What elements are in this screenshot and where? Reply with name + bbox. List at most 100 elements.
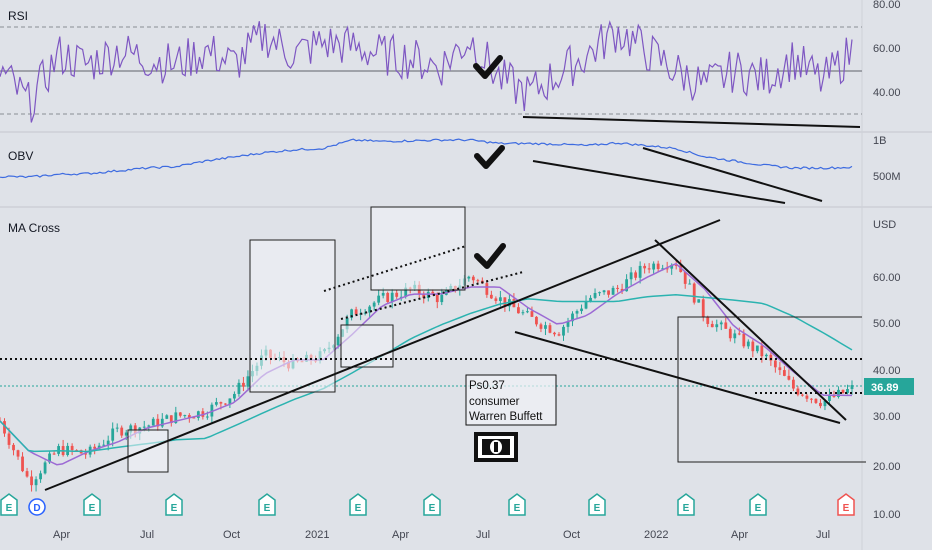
candle-body [237, 382, 241, 394]
dividend-marker[interactable]: D [28, 498, 46, 516]
earnings-marker[interactable]: E [0, 493, 18, 516]
candle-body [814, 398, 818, 403]
candle-body [715, 324, 719, 328]
candle-body [688, 283, 692, 285]
channel-line[interactable] [340, 271, 524, 320]
rsi-line [0, 20, 853, 123]
candle-body [620, 288, 624, 292]
price-trendline[interactable] [654, 239, 847, 421]
svg-text:E: E [755, 503, 762, 514]
time-axis-label: Apr [392, 529, 409, 541]
earnings-marker[interactable]: E [677, 493, 695, 516]
obv-trendline[interactable] [532, 160, 786, 204]
candle-body [422, 293, 426, 298]
candle-body [30, 476, 33, 486]
svg-text:E: E [843, 503, 850, 514]
obv-tick-label: 500M [873, 171, 901, 183]
candle-body [435, 294, 439, 303]
svg-text:E: E [429, 503, 436, 514]
candle-body [106, 440, 110, 445]
earnings-marker[interactable]: E [588, 493, 606, 516]
earnings-marker[interactable]: E [423, 493, 441, 516]
svg-text:E: E [355, 503, 362, 514]
candle-body [616, 287, 619, 289]
candle-body [381, 292, 385, 296]
candle-body [223, 403, 227, 405]
candle-body [93, 446, 97, 449]
candle-body [706, 317, 710, 324]
checkmark-icon [473, 55, 503, 79]
candle-body [652, 263, 656, 270]
candle-body [372, 302, 376, 307]
svg-text:E: E [89, 503, 96, 514]
earnings-marker[interactable]: E [258, 493, 276, 516]
candle-body [471, 276, 475, 281]
rsi-tick-label: 40.00 [873, 87, 901, 99]
candle-body [205, 416, 209, 418]
candle-body [782, 370, 786, 376]
annotation-line: Ps0.37 [469, 380, 505, 392]
drawing-rectangle[interactable] [340, 324, 394, 368]
candle-body [129, 425, 133, 433]
candle-body [336, 336, 340, 346]
candle-body [746, 341, 750, 347]
candle-body [701, 299, 705, 318]
price-trendline[interactable] [44, 219, 721, 491]
candle-body [544, 325, 547, 329]
earnings-marker[interactable]: E [837, 493, 855, 516]
candle-body [386, 292, 390, 303]
candle-body [562, 326, 565, 336]
candle-body [819, 402, 822, 407]
price-tick-label: 20.00 [873, 461, 901, 473]
time-axis-label: Jul [476, 529, 490, 541]
candle-body [196, 411, 200, 418]
candle-body [165, 415, 169, 419]
drawing-rectangle[interactable] [677, 316, 866, 463]
candle-body [575, 311, 579, 314]
candle-body [625, 279, 629, 292]
earnings-marker[interactable]: E [749, 493, 767, 516]
candle-body [607, 290, 610, 295]
candle-body [368, 306, 372, 313]
candle-body [214, 402, 218, 405]
earnings-marker[interactable]: E [349, 493, 367, 516]
candle-body [7, 433, 11, 445]
candle-body [801, 394, 804, 396]
candle-body [183, 415, 187, 417]
checkmark-icon [474, 243, 506, 269]
candle-body [553, 332, 556, 335]
candle-body [498, 297, 502, 301]
earnings-marker[interactable]: E [165, 493, 183, 516]
candle-body [467, 276, 471, 279]
earnings-marker[interactable]: E [83, 493, 101, 516]
drawing-rectangle[interactable] [127, 429, 169, 473]
candle-body [43, 462, 47, 474]
last-price-text: 36.89 [871, 382, 899, 394]
obv-series [0, 138, 853, 179]
obv-trendline[interactable] [642, 147, 823, 202]
time-axis-label: Apr [53, 529, 70, 541]
drawing-rectangle[interactable] [370, 206, 466, 291]
price-trendline[interactable] [514, 331, 841, 424]
candle-body [787, 375, 791, 380]
annotation-box[interactable] [465, 374, 557, 426]
earnings-marker[interactable]: E [508, 493, 526, 516]
candle-body [84, 453, 88, 455]
svg-text:E: E [171, 503, 178, 514]
candle-body [12, 444, 15, 451]
candle-body [724, 322, 728, 329]
candle-body [476, 280, 480, 282]
candle-body [850, 385, 854, 390]
candle-body [755, 345, 759, 352]
rsi-trendline[interactable] [522, 116, 861, 128]
drawing-rectangle[interactable] [249, 239, 336, 393]
candle-body [683, 272, 687, 284]
candle-body [710, 323, 714, 328]
candle-body [643, 265, 647, 269]
candle-body [791, 379, 795, 389]
price-tick-label: 40.00 [873, 365, 901, 377]
candle-body [242, 382, 245, 387]
candle-body [187, 415, 191, 418]
candle-body [210, 404, 214, 417]
